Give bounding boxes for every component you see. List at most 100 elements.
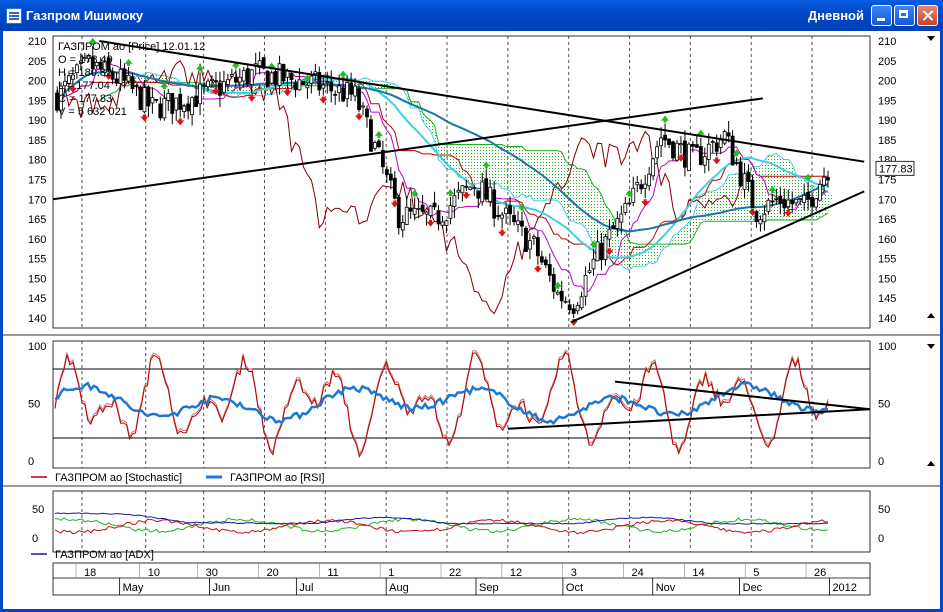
day-tick-label: 26	[814, 567, 826, 579]
candle-body	[325, 81, 330, 84]
month-tick-label: Sep	[479, 582, 499, 594]
ohlc-info-line: O = 178.49	[58, 54, 113, 66]
osc-tick-right: 0	[878, 456, 884, 468]
candle-body	[687, 143, 691, 172]
candle-body	[543, 259, 548, 266]
candle-body	[353, 85, 357, 97]
candle-body	[361, 105, 365, 108]
down-arrow-icon	[355, 113, 364, 121]
rsi-line	[54, 381, 829, 425]
adx-tick-left: 50	[32, 504, 44, 516]
candle-body	[734, 162, 739, 164]
timeframe-label: Дневной	[807, 8, 864, 23]
candle-body	[639, 184, 644, 190]
candle-body	[206, 80, 210, 88]
maximize-button[interactable]	[894, 5, 915, 26]
candle-body	[627, 202, 632, 205]
y-tick-label-right: 155	[878, 254, 896, 266]
candle-body	[806, 192, 811, 200]
rsi-legend-label: ГАЗПРОМ ао [RSI]	[230, 472, 325, 484]
y-tick-label-left: 185	[28, 135, 46, 147]
day-tick-label: 5	[753, 567, 759, 579]
candle-body	[810, 196, 815, 207]
adx-tick-left: 0	[32, 533, 38, 545]
up-arrow-icon	[696, 129, 705, 137]
day-tick-label: 10	[148, 567, 160, 579]
down-arrow-icon	[68, 85, 77, 93]
candle-body	[651, 158, 656, 177]
candle-body	[241, 70, 246, 82]
down-arrow-icon	[605, 248, 614, 256]
candle-body	[762, 213, 767, 223]
candle-body	[647, 173, 652, 187]
candle-body	[643, 183, 648, 189]
candle-body	[738, 161, 743, 186]
candle-body	[289, 73, 294, 80]
candle-body	[583, 275, 588, 297]
candle-body	[464, 185, 469, 188]
candle-body	[90, 56, 95, 70]
y-tick-label-left: 155	[28, 254, 46, 266]
day-tick-label: 1	[388, 567, 394, 579]
candle-body	[333, 93, 338, 96]
candle-body	[130, 76, 135, 89]
y-tick-label-left: 145	[28, 293, 46, 305]
candle-body	[313, 71, 318, 75]
ohlc-info-line: V = 5 632 021	[58, 106, 127, 118]
y-tick-label-right: 200	[878, 76, 896, 88]
candle-body	[742, 173, 747, 190]
up-arrow-icon	[804, 173, 813, 181]
candle-body	[154, 98, 159, 101]
ohlc-info: ГАЗПРОМ ао [Price] 12.01.12O = 178.49H =…	[58, 41, 205, 118]
minimize-button[interactable]	[871, 5, 892, 26]
day-tick-label: 24	[632, 567, 644, 579]
scroll-up-icon	[927, 36, 935, 41]
candle-body	[520, 220, 524, 227]
candle-body	[559, 290, 564, 302]
candle-body	[551, 274, 556, 292]
down-arrow-icon	[211, 87, 220, 95]
candle-body	[702, 156, 707, 166]
candle-body	[329, 81, 334, 92]
candle-body	[766, 199, 771, 212]
up-arrow-icon	[768, 185, 777, 193]
candle-body	[679, 143, 683, 146]
oscillator-panel: 0 0 50 50 100 100 ГАЗПРОМ ао [Stochastic] ГАЗПР…	[28, 341, 935, 484]
close-button[interactable]	[917, 5, 938, 26]
candle-body	[488, 186, 493, 202]
down-arrow-icon	[676, 154, 685, 162]
y-tick-label-right: 185	[878, 135, 896, 147]
candle-body	[480, 181, 485, 203]
candle-body	[607, 228, 612, 240]
down-arrow-icon	[784, 209, 793, 217]
candle-body	[484, 178, 489, 200]
up-arrow-icon	[339, 70, 348, 78]
stoch-legend-label: ГАЗПРОМ ао [Stochastic]	[55, 472, 182, 484]
day-tick-label: 20	[266, 567, 278, 579]
candle-body	[134, 85, 139, 87]
candle-body	[504, 207, 508, 215]
up-arrow-icon	[517, 203, 526, 211]
y-tick-label-left: 160	[28, 234, 46, 246]
app-icon[interactable]	[6, 8, 22, 24]
candle-body	[396, 196, 401, 229]
candle-body	[126, 74, 131, 82]
up-arrow-icon	[589, 240, 598, 248]
candle-body	[635, 182, 640, 186]
y-tick-label-right: 160	[878, 234, 896, 246]
month-tick-label: May	[123, 582, 144, 594]
osc-tick-left: 50	[28, 399, 40, 411]
chikou-line	[56, 59, 749, 315]
y-tick-label-right: 175	[878, 175, 896, 187]
candle-body	[528, 240, 532, 250]
last-price-label: 177.83	[879, 163, 913, 175]
adx-line	[54, 512, 829, 525]
osc-trendline	[614, 380, 871, 411]
candle-body	[822, 176, 826, 186]
y-tick-label-left: 200	[28, 76, 46, 88]
month-tick-label: Aug	[389, 582, 409, 594]
candle-body	[412, 208, 417, 215]
down-arrow-icon	[319, 96, 328, 104]
candle-body	[722, 131, 727, 144]
candle-body	[373, 142, 377, 149]
